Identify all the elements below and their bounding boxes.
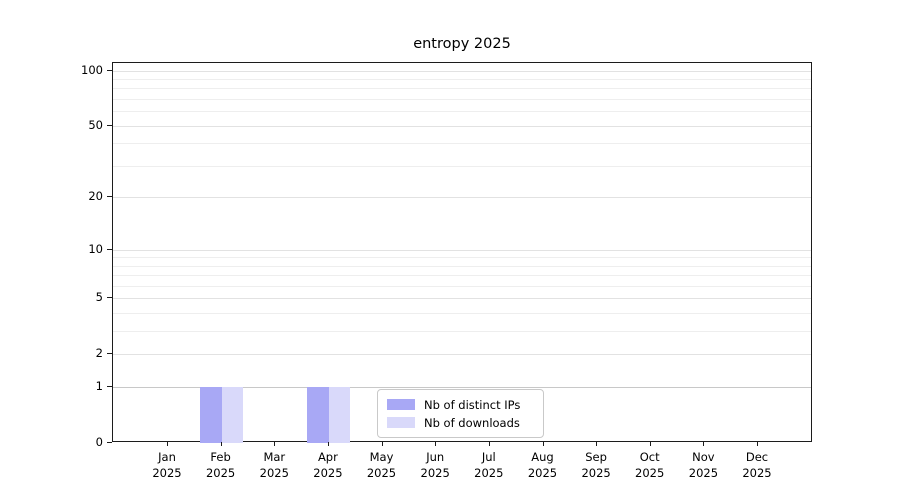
y-tick-label: 50: [88, 117, 103, 132]
x-tick-year: 2025: [635, 466, 665, 480]
y-tick: [107, 353, 112, 355]
y-tick-label: 100: [81, 62, 103, 77]
gridline-major: [113, 298, 811, 300]
x-tick-month: Jun: [426, 450, 445, 464]
y-tick-label: 2: [95, 346, 103, 361]
y-tick-label: 1: [95, 379, 103, 394]
x-tick-year: 2025: [313, 466, 343, 480]
x-tick: [757, 442, 758, 446]
x-tick-year: 2025: [581, 466, 611, 480]
x-tick-year: 2025: [474, 466, 504, 480]
gridline-major: [113, 70, 811, 72]
x-tick-label-jun: Jun 2025: [395, 449, 475, 481]
y-tick: [107, 69, 112, 71]
bar-s1-apr: [328, 387, 351, 443]
y-tick: [107, 248, 112, 250]
x-tick-month: Feb: [210, 450, 231, 464]
gridline-minor: [113, 79, 811, 80]
bar-s1-feb: [221, 387, 244, 443]
x-tick-month: Nov: [692, 450, 715, 464]
gridline-minor: [113, 99, 811, 101]
x-tick-label-aug: Aug 2025: [503, 449, 583, 481]
y-tick: [107, 124, 112, 126]
x-tick: [274, 442, 276, 446]
x-tick: [649, 442, 651, 446]
x-tick: [381, 442, 383, 446]
x-tick-month: May: [369, 450, 394, 464]
legend: Nb of distinct IPs Nb of downloads: [377, 389, 544, 438]
y-tick-label: 10: [88, 241, 103, 256]
x-tick-month: Jan: [158, 450, 176, 464]
gridline-minor: [113, 286, 811, 287]
bar-s0-feb: [200, 387, 222, 443]
x-tick: [488, 442, 490, 446]
x-tick-label-nov: Nov 2025: [663, 449, 743, 481]
gridline-major: [113, 249, 811, 251]
gridline-minor: [113, 331, 811, 333]
gridline-minor: [113, 313, 811, 315]
x-tick: [327, 442, 329, 446]
x-tick-year: 2025: [152, 466, 182, 480]
x-tick-year: 2025: [205, 466, 236, 480]
x-tick: [703, 442, 705, 446]
legend-swatch-downloads-icon: [387, 417, 415, 428]
x-tick: [596, 442, 598, 446]
x-tick-label-sep: Sep 2025: [556, 449, 636, 481]
gridline-minor: [113, 88, 811, 90]
legend-label-distinct-ips: Nb of distinct IPs: [424, 397, 521, 412]
x-tick: [167, 442, 168, 446]
legend-swatch-distinct-ips-icon: [387, 399, 415, 410]
y-tick: [107, 196, 112, 198]
y-tick-label: 0: [95, 435, 103, 449]
x-tick-year: 2025: [259, 466, 289, 480]
x-tick: [435, 442, 437, 446]
y-tick: [107, 442, 112, 443]
x-tick-label-jul: Jul 2025: [449, 449, 529, 481]
x-tick-month: Oct: [639, 450, 660, 464]
x-tick-month: Aug: [531, 450, 554, 464]
x-tick: [542, 442, 544, 446]
x-tick-year: 2025: [527, 466, 558, 480]
gridline-minor: [113, 143, 811, 145]
gridline-minor: [113, 265, 811, 267]
y-tick: [107, 297, 112, 299]
x-tick-label-may: May 2025: [342, 449, 422, 481]
y-tick-label: 20: [88, 189, 103, 204]
x-tick-month: Mar: [263, 450, 286, 464]
y-tick-label: 5: [95, 290, 103, 305]
x-tick-year: 2025: [742, 466, 772, 480]
legend-label-downloads: Nb of downloads: [424, 415, 520, 430]
x-tick-label-oct: Oct 2025: [610, 449, 690, 481]
gridline-major: [113, 197, 811, 199]
plot-area: [112, 62, 812, 443]
x-tick-label-jan: Jan 2025: [127, 449, 207, 481]
gridline-major: [113, 387, 811, 389]
legend-entry-distinct-ips: Nb of distinct IPs: [387, 398, 534, 412]
x-tick-year: 2025: [688, 466, 719, 480]
x-tick-label-dec: Dec 2025: [717, 449, 797, 481]
bar-s0-apr: [307, 387, 329, 443]
y-tick: [107, 386, 112, 388]
gridline-major: [113, 354, 811, 356]
x-tick-month: Jul: [481, 450, 496, 464]
gridline-minor: [113, 275, 811, 277]
x-tick-label-apr: Apr 2025: [288, 449, 368, 481]
gridline-minor: [113, 111, 811, 113]
x-tick-month: Dec: [745, 450, 769, 464]
x-tick-label-feb: Feb 2025: [181, 449, 261, 481]
legend-entry-downloads: Nb of downloads: [387, 416, 534, 430]
x-tick-year: 2025: [420, 466, 450, 480]
x-tick-year: 2025: [366, 466, 397, 480]
gridline-major: [113, 125, 811, 127]
x-tick-month: Apr: [317, 450, 338, 464]
gridline-minor: [113, 257, 811, 259]
x-tick-month: Sep: [585, 450, 607, 464]
gridline-minor: [113, 165, 811, 167]
x-tick-label-mar: Mar 2025: [234, 449, 314, 481]
chart-title: entropy 2025: [413, 36, 511, 52]
x-tick: [220, 442, 222, 446]
